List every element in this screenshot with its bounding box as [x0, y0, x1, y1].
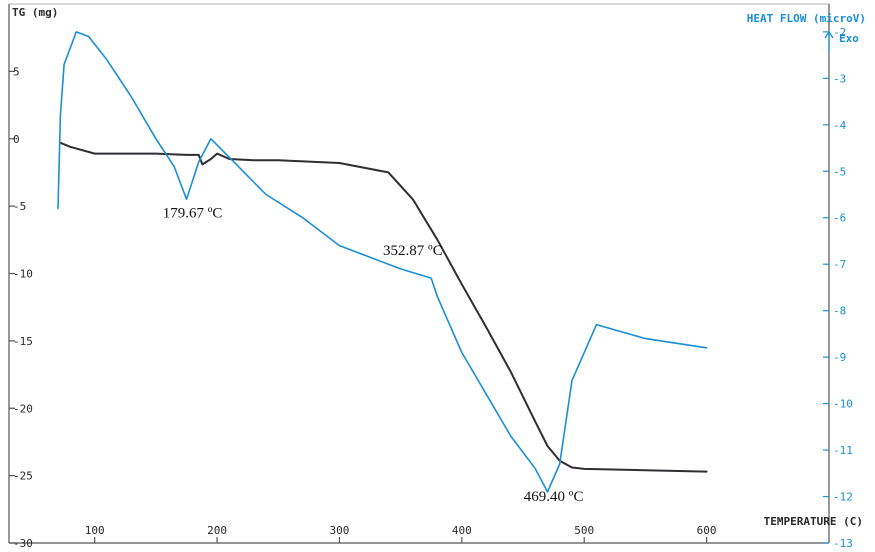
annotation-layer: 179.67 ºC 352.87 ºC 469.40 ºC: [163, 206, 584, 505]
plot-frame: [8, 3, 830, 544]
heat-flow-line: [57, 31, 708, 493]
right-tick-label: -12: [833, 491, 853, 504]
left-tick-label: 5: [13, 65, 20, 78]
peak-annotation: 469.40 ºC: [524, 489, 584, 505]
exo-arrow-icon: [824, 30, 834, 52]
peak-annotation: 352.87 ºC: [383, 243, 443, 259]
right-tick-label: -8: [833, 305, 846, 318]
right-axis-ticks: -2 -3 -4 -5 -6 -7 -8 -9 -10 -11 -12 -13: [823, 26, 853, 550]
x-tick-label: 500: [574, 524, 594, 537]
right-tick-label: -9: [833, 351, 846, 364]
right-tick-label: -7: [833, 258, 846, 271]
peak-annotation: 179.67 ºC: [163, 206, 223, 222]
tg-line: [59, 141, 708, 473]
left-tick-label: -15: [13, 335, 33, 348]
left-axis-title: TG (mg): [12, 6, 58, 19]
x-tick-label: 200: [207, 524, 227, 537]
left-tick-label: -25: [13, 470, 33, 483]
left-tick-label: 0: [13, 133, 20, 146]
right-tick-label: -4: [833, 119, 847, 132]
right-tick-label: -5: [833, 165, 846, 178]
series-layer: [57, 31, 708, 493]
x-tick-label: 600: [697, 524, 717, 537]
right-axis-title: HEAT FLOW (microV): [747, 12, 866, 25]
right-tick-label: -10: [833, 398, 853, 411]
right-tick-label: -3: [833, 72, 846, 85]
left-tick-label: -30: [13, 537, 33, 550]
right-tick-label: -11: [833, 444, 853, 457]
x-tick-label: 100: [85, 524, 105, 537]
left-axis-ticks: 5 0 -5 -10 -15 -20 -25 -30: [9, 65, 33, 550]
x-tick-label: 400: [452, 524, 472, 537]
x-tick-label: 300: [330, 524, 350, 537]
exo-label: Exo: [839, 32, 859, 45]
right-tick-label: -6: [833, 212, 846, 225]
left-tick-label: -5: [13, 200, 26, 213]
x-axis-ticks: 100 200 300 400 500 600: [85, 524, 717, 543]
right-tick-label: -2: [833, 26, 846, 39]
left-tick-label: -20: [13, 402, 33, 415]
right-tick-label: -13: [833, 537, 853, 550]
x-axis-title: TEMPERATURE (C): [764, 515, 863, 528]
left-tick-label: -10: [13, 268, 33, 281]
